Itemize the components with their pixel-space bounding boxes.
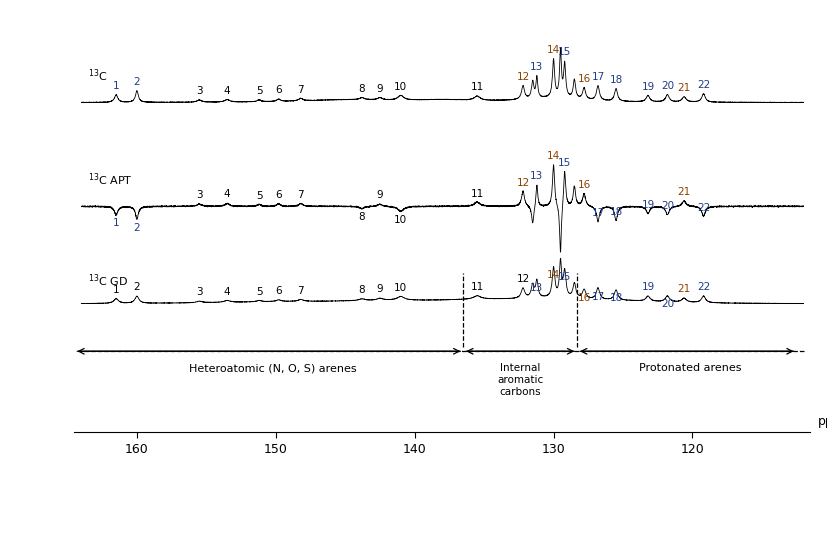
Text: 1: 1 xyxy=(112,285,119,295)
Text: 22: 22 xyxy=(697,80,710,90)
Text: $^{13}$C APT: $^{13}$C APT xyxy=(88,171,133,188)
Text: Internal
aromatic
carbons: Internal aromatic carbons xyxy=(497,363,543,397)
Text: 7: 7 xyxy=(298,190,304,200)
Text: 11: 11 xyxy=(471,282,484,292)
Text: 10: 10 xyxy=(394,216,408,225)
Text: 4: 4 xyxy=(224,86,231,96)
Text: 9: 9 xyxy=(376,284,383,294)
Text: 16: 16 xyxy=(577,74,590,84)
Text: 19: 19 xyxy=(642,199,655,209)
Text: 14: 14 xyxy=(547,45,560,55)
Text: Protonated arenes: Protonated arenes xyxy=(639,363,742,373)
Text: $^{13}$C GD: $^{13}$C GD xyxy=(88,272,128,289)
Text: 18: 18 xyxy=(609,294,623,304)
Text: ppm: ppm xyxy=(817,415,827,428)
Text: 2: 2 xyxy=(134,223,141,233)
Text: 22: 22 xyxy=(697,203,710,213)
Text: 6: 6 xyxy=(275,286,282,296)
Text: 7: 7 xyxy=(298,85,304,95)
Text: 13: 13 xyxy=(530,61,543,72)
Text: 6: 6 xyxy=(275,191,282,201)
Text: 3: 3 xyxy=(196,288,203,297)
Text: 2: 2 xyxy=(134,283,141,293)
Text: 1: 1 xyxy=(112,218,119,228)
Text: 4: 4 xyxy=(224,189,231,199)
Text: 7: 7 xyxy=(298,286,304,296)
Text: 21: 21 xyxy=(677,284,691,294)
Text: 4: 4 xyxy=(224,286,231,296)
Text: 19: 19 xyxy=(642,81,655,92)
Text: 9: 9 xyxy=(376,84,383,94)
Text: 5: 5 xyxy=(256,191,262,201)
Text: 13: 13 xyxy=(530,171,543,181)
Text: 1: 1 xyxy=(112,81,119,91)
Text: 14: 14 xyxy=(547,151,560,161)
Text: 10: 10 xyxy=(394,283,408,293)
Text: 8: 8 xyxy=(359,212,366,222)
Text: 17: 17 xyxy=(591,72,605,82)
Text: 3: 3 xyxy=(196,86,203,96)
Text: 5: 5 xyxy=(256,86,262,96)
Text: 8: 8 xyxy=(359,285,366,295)
Text: 20: 20 xyxy=(661,300,674,310)
Text: 12: 12 xyxy=(516,274,529,284)
Text: $^{13}$C: $^{13}$C xyxy=(88,68,108,84)
Text: Heteroatomic (N, O, S) arenes: Heteroatomic (N, O, S) arenes xyxy=(189,363,356,373)
Text: 22: 22 xyxy=(697,283,710,293)
Text: 17: 17 xyxy=(591,208,605,218)
Text: 21: 21 xyxy=(677,83,691,93)
Text: 11: 11 xyxy=(471,188,484,198)
Text: 14: 14 xyxy=(547,270,560,280)
Text: 5: 5 xyxy=(256,286,262,297)
Text: 15: 15 xyxy=(558,48,571,58)
Text: 18: 18 xyxy=(609,75,623,85)
Text: 6: 6 xyxy=(275,85,282,95)
Text: 9: 9 xyxy=(376,191,383,201)
Text: 19: 19 xyxy=(642,283,655,293)
Text: 20: 20 xyxy=(661,201,674,211)
Text: 21: 21 xyxy=(677,187,691,197)
Text: 12: 12 xyxy=(516,72,529,82)
Text: 16: 16 xyxy=(577,180,590,190)
Text: 20: 20 xyxy=(661,81,674,91)
Text: 18: 18 xyxy=(609,207,623,217)
Text: 2: 2 xyxy=(134,77,141,87)
Text: 12: 12 xyxy=(516,178,529,188)
Text: 17: 17 xyxy=(591,291,605,301)
Text: 15: 15 xyxy=(558,272,571,282)
Text: 13: 13 xyxy=(530,283,543,293)
Text: 16: 16 xyxy=(577,293,590,302)
Text: 11: 11 xyxy=(471,83,484,93)
Text: 15: 15 xyxy=(558,157,571,168)
Text: 8: 8 xyxy=(359,84,366,94)
Text: 10: 10 xyxy=(394,81,408,91)
Text: 3: 3 xyxy=(196,191,203,201)
